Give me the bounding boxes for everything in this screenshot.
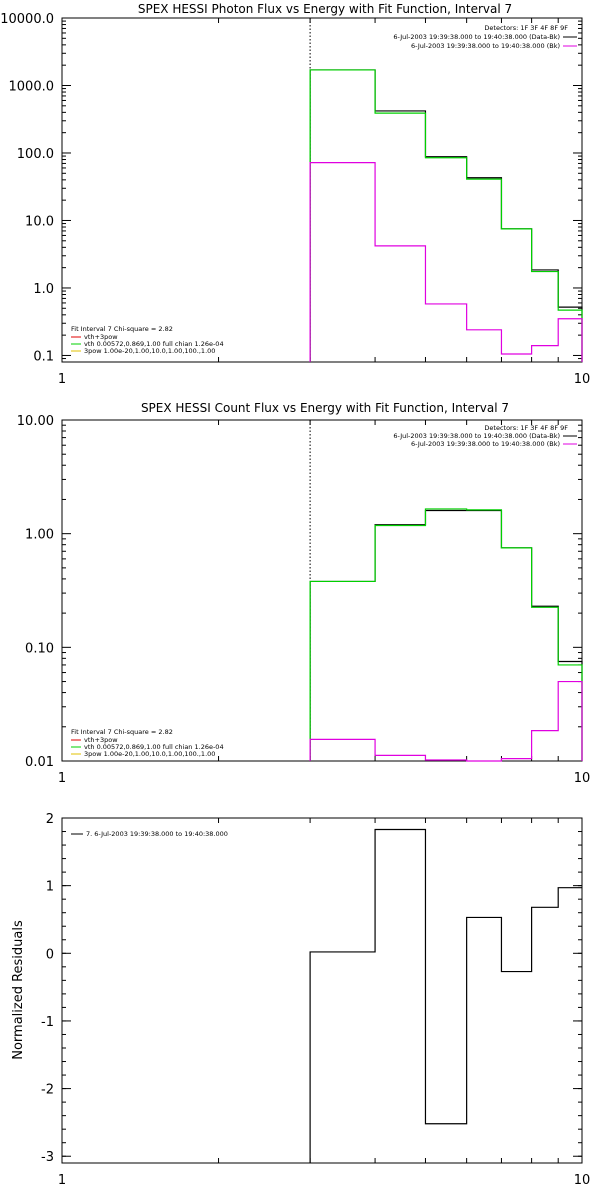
photon-flux-legend-line-0: Detectors: 1F 3F 4F 8F 9F	[484, 24, 568, 32]
count-flux-series	[309, 508, 583, 762]
count-flux-legend-line-1: 6-Jul-2003 19:39:38.000 to 19:40:38.000 …	[393, 432, 560, 440]
count-flux-fit-line-1: vth+3pow	[84, 736, 118, 744]
count-flux-y-tick-label-1: 0.10	[25, 641, 54, 656]
photon-flux-legend-line-2: 6-Jul-2003 19:39:38.000 to 19:40:38.000 …	[411, 42, 560, 50]
photon-flux-fit-line-0: Fit Interval 7 Chi-square = 2.82	[71, 325, 173, 333]
residuals-y-tick-label-2: -1	[41, 1015, 54, 1030]
count-flux-series-1-step-line	[309, 508, 583, 761]
photon-flux-y-tick-label-0: 0.1	[33, 349, 54, 364]
photon-flux-series-0-step-line	[309, 69, 583, 362]
residuals-ticks	[61, 817, 583, 1163]
residuals-x-tick-label-1: 10	[574, 1173, 591, 1188]
count-flux-x-tick-label-1: 10	[574, 771, 591, 786]
photon-flux-y-tick-label-4: 1000.0	[9, 79, 55, 94]
residuals-plot-frame	[61, 817, 583, 1164]
count-flux-y-tick-label-3: 10.00	[17, 414, 54, 429]
photon-flux-legend-line-1: 6-Jul-2003 19:39:38.000 to 19:40:38.000 …	[393, 33, 560, 41]
photon-flux-plot-frame	[61, 17, 583, 363]
photon-flux-fit-line-2: vth 0.00572,0.869,1.00 full chian 1.26e-…	[84, 340, 224, 348]
photon-flux-fit-line-1: vth+3pow	[84, 333, 118, 341]
count-flux-plot-frame	[61, 419, 583, 762]
count-flux-legend-line-2: 6-Jul-2003 19:39:38.000 to 19:40:38.000 …	[411, 440, 560, 448]
photon-flux-y-tick-label-3: 100.0	[17, 147, 54, 162]
photon-flux-y-tick-label-1: 1.0	[33, 282, 54, 297]
residuals-x-tick-label-0: 1	[58, 1173, 66, 1188]
photon-flux-series	[309, 69, 583, 362]
photon-flux-x-tick-label-1: 10	[574, 372, 591, 387]
residuals-panel: -3 -2 -1 0 1 2 1 10 Normalized Residuals…	[11, 812, 590, 1188]
count-flux-legend-line-0: Detectors: 1F 3F 4F 8F 9F	[484, 424, 568, 432]
count-flux-panel: SPEX HESSI Count Flux vs Energy with Fit…	[17, 401, 590, 786]
count-flux-ticks	[61, 419, 583, 762]
count-flux-y-tick-label-0: 0.01	[25, 755, 54, 770]
photon-flux-y-tick-label-2: 10.0	[25, 214, 54, 229]
count-flux-fit-line-2: vth 0.00572,0.869,1.00 full chian 1.26e-…	[84, 743, 224, 751]
residuals-y-tick-label-0: -3	[41, 1150, 54, 1165]
residuals-y-tick-label-5: 2	[46, 812, 54, 827]
photon-flux-series-1-step-line	[309, 69, 583, 362]
residuals-series-0-step-line	[309, 828, 582, 1163]
count-flux-fit-line-3: 3pow 1.00e-20,1.00,10.0,1.00,100.,1.00	[84, 750, 215, 758]
residuals-legend-line-0: 7. 6-Jul-2003 19:39:38.000 to 19:40:38.0…	[86, 830, 228, 838]
residuals-y-tick-label-3: 0	[46, 947, 54, 962]
photon-flux-title: SPEX HESSI Photon Flux vs Energy with Fi…	[138, 2, 512, 16]
count-flux-title: SPEX HESSI Count Flux vs Energy with Fit…	[141, 401, 509, 415]
residuals-y-tick-label-4: 1	[46, 880, 54, 895]
photon-flux-series-2-step-line	[309, 162, 583, 362]
photon-flux-y-tick-label-5: 10000.0	[0, 12, 54, 27]
count-flux-x-tick-label-0: 1	[58, 771, 66, 786]
photon-flux-x-tick-label-0: 1	[58, 372, 66, 387]
count-flux-series-2-step-line	[309, 680, 583, 762]
count-flux-y-tick-label-2: 1.00	[25, 528, 54, 543]
photon-flux-panel: SPEX HESSI Photon Flux vs Energy with Fi…	[0, 2, 590, 387]
residuals-y-axis-label: Normalized Residuals	[11, 920, 26, 1060]
count-flux-fit-line-0: Fit Interval 7 Chi-square = 2.82	[71, 728, 173, 736]
residuals-series	[309, 828, 582, 1163]
residuals-y-tick-label-1: -2	[41, 1083, 54, 1098]
photon-flux-fit-line-3: 3pow 1.00e-20,1.00,10.0,1.00,100.,1.00	[84, 347, 215, 355]
count-flux-series-0-step-line	[309, 509, 583, 761]
